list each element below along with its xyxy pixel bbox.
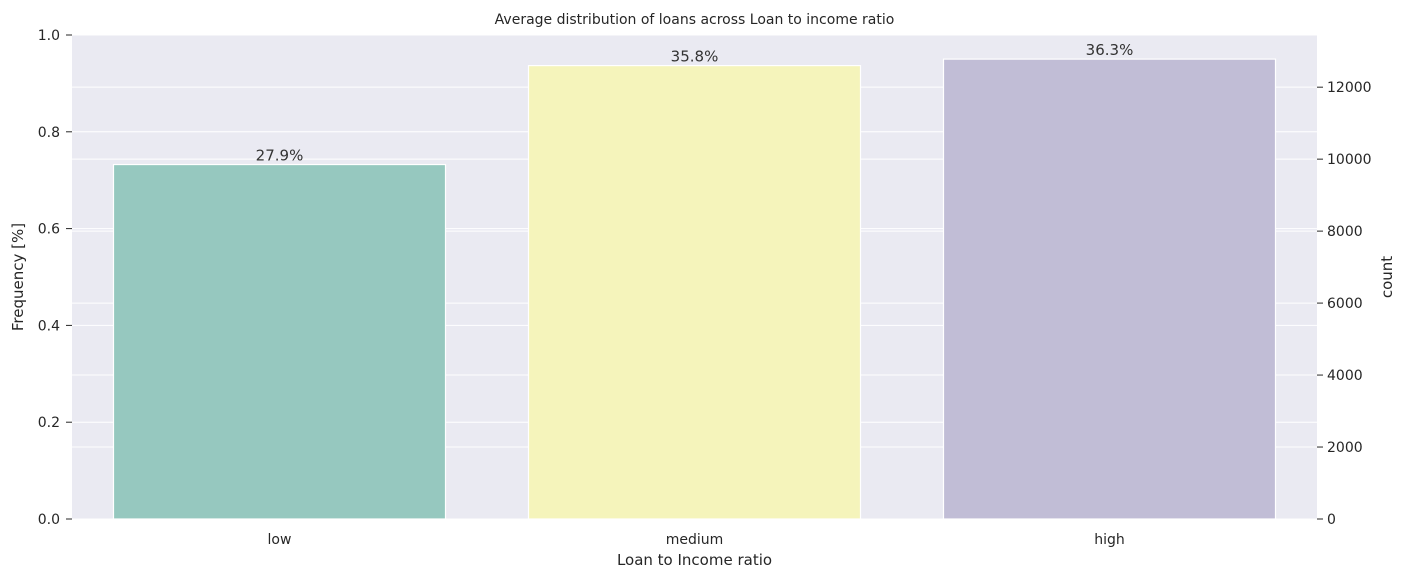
x-axis-title: Loan to Income ratio [617,551,772,569]
bar-label-low: 27.9% [256,147,304,165]
bars [112,58,1277,520]
bar-labels: 27.9% 35.8% 36.3% [256,41,1134,164]
bar-medium [527,64,862,520]
bar-high [942,58,1277,520]
y-axis-title-left: Frequency [%] [9,223,27,331]
chart-title: Average distribution of loans across Loa… [495,12,895,28]
y-axis-title-right: count [1378,256,1396,298]
y-tick-label-left-5: 1.0 [38,28,60,44]
x-axis: low medium high [268,532,1125,548]
left-axis: 0.0 0.2 0.4 0.6 0.8 1.0 [38,28,72,528]
x-tick-label-low: low [268,532,292,548]
y-tick-label-right-0: 0 [1327,512,1336,528]
y-tick-label-left-4: 0.8 [38,125,60,141]
right-axis: 0 2000 4000 6000 8000 10000 12000 [1317,80,1372,528]
y-tick-label-right-1: 2000 [1327,440,1363,456]
y-tick-label-right-6: 12000 [1327,80,1372,96]
y-tick-label-right-5: 10000 [1327,152,1372,168]
bar-low [112,163,447,520]
x-tick-label-medium: medium [666,532,724,548]
y-tick-label-left-0: 0.0 [38,512,60,528]
bar-label-medium: 35.8% [671,48,719,66]
y-tick-label-right-4: 8000 [1327,224,1363,240]
bar-label-high: 36.3% [1086,41,1134,59]
y-tick-label-left-1: 0.2 [38,415,60,431]
y-tick-label-right-2: 4000 [1327,368,1363,384]
y-tick-label-right-3: 6000 [1327,296,1363,312]
x-tick-label-high: high [1094,532,1125,548]
y-tick-label-left-2: 0.4 [38,318,60,334]
y-tick-label-left-3: 0.6 [38,222,60,238]
